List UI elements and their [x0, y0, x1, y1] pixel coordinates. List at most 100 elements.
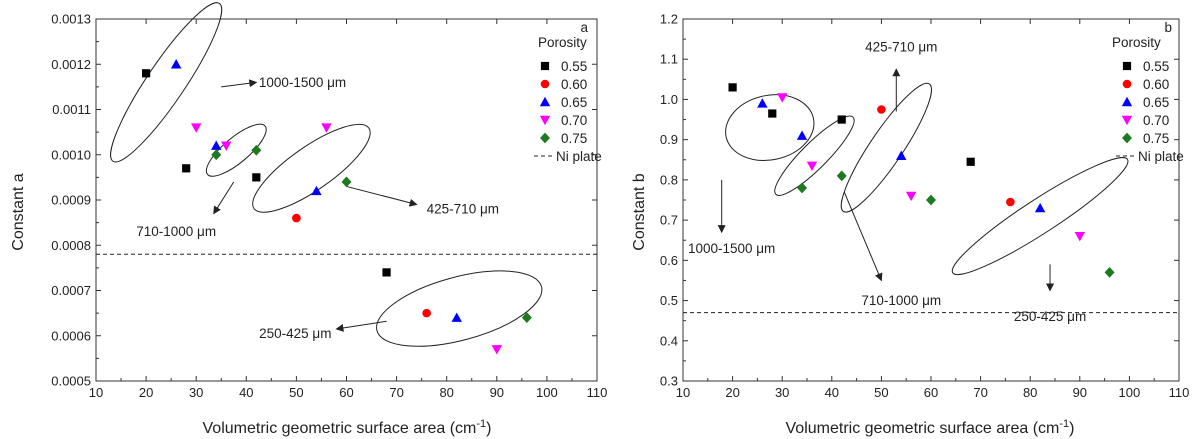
grain-size-group-ellipse — [252, 123, 371, 213]
annotation-arrow — [213, 181, 235, 215]
y-tick-label: 0.0009 — [51, 193, 91, 208]
y-tick-label: 0.0008 — [51, 238, 91, 253]
x-tick-label: 60 — [924, 385, 938, 400]
legend-label: 0.60 — [1143, 77, 1169, 92]
data-point-porosity-0-55 — [252, 173, 261, 182]
x-tick-label: 110 — [587, 385, 608, 400]
chart-panel-b: b Porosity Constant b Volumetric geometr… — [631, 12, 1189, 438]
data-point-porosity-0-55 — [966, 157, 975, 166]
grain-size-group-ellipse — [205, 123, 267, 177]
y-tick-label: 0.0012 — [51, 57, 91, 72]
y-tick-label: 0.7 — [660, 213, 678, 228]
data-point-porosity-0-70 — [321, 123, 332, 133]
legend-label: 0.70 — [1143, 113, 1169, 128]
data-point-porosity-0-70 — [806, 161, 818, 172]
y-tick-label: 0.4 — [660, 333, 678, 348]
panel-a-label: a — [580, 20, 588, 35]
x-tick-label: 90 — [490, 385, 504, 400]
grain-size-group-ellipse — [951, 157, 1129, 276]
data-point-porosity-0-60 — [877, 105, 886, 114]
legend-label: 0.65 — [1143, 95, 1169, 110]
data-point-porosity-0-65 — [451, 312, 462, 322]
data-point-porosity-0-70 — [905, 191, 917, 202]
annotation-label: 710-1000 μm — [136, 224, 216, 239]
x-tick-label: 80 — [1023, 385, 1037, 400]
x-tick-label: 10 — [89, 385, 103, 400]
annotation-label: 710-1000 μm — [861, 293, 941, 308]
data-point-porosity-0-55 — [142, 69, 151, 78]
x-tick-label: 100 — [1119, 385, 1141, 400]
annotation-arrow — [346, 185, 418, 207]
legend-marker — [1122, 61, 1132, 71]
x-tick-label: 110 — [1169, 385, 1190, 400]
y-tick-label: 0.0011 — [52, 102, 91, 117]
legend-marker — [1122, 79, 1132, 89]
annotation-arrow — [221, 79, 258, 88]
annotation-arrow — [843, 191, 883, 282]
x-tick-label: 100 — [536, 385, 558, 400]
y-tick-label: 0.0006 — [51, 328, 91, 343]
data-point-porosity-0-55 — [768, 109, 777, 118]
grain-size-group-ellipse — [774, 115, 855, 196]
x-tick-label: 40 — [825, 385, 839, 400]
grain-size-group-ellipse — [110, 2, 223, 163]
data-point-porosity-0-55 — [182, 164, 191, 173]
data-point-porosity-0-65 — [170, 59, 182, 69]
data-point-porosity-0-65 — [796, 130, 808, 140]
panel-a-x-axis-label: Volumetric geometric surface area (cm-1) — [203, 418, 492, 437]
y-tick-label: 0.0007 — [51, 283, 91, 298]
panel-a-legend-title: Porosity — [538, 35, 587, 50]
data-point-porosity-0-70 — [491, 345, 502, 355]
y-tick-label: 0.0010 — [51, 147, 91, 162]
x-tick-label: 50 — [874, 385, 888, 400]
legend-label: Ni plate — [556, 149, 602, 164]
panel-b-y-axis-label: Constant b — [631, 173, 648, 250]
data-point-porosity-0-65 — [211, 140, 222, 150]
annotation-label: 425-710 μm — [427, 202, 499, 217]
legend-label: 0.75 — [1143, 131, 1169, 146]
data-point-porosity-0-60 — [422, 308, 431, 318]
legend-marker — [540, 132, 550, 144]
chart-panel-a: a Porosity Constant a Volumetric geometr… — [10, 2, 608, 437]
annotation-label: 250-425 μm — [1014, 309, 1086, 324]
legend-marker — [540, 61, 550, 71]
annotation-label: 1000-1500 μm — [259, 75, 346, 90]
data-point-porosity-0-55 — [382, 268, 391, 277]
y-tick-label: 0.8 — [660, 172, 678, 187]
plot-frame — [95, 18, 598, 382]
panel-b-legend-title: Porosity — [1112, 35, 1161, 50]
data-point-porosity-0-70 — [221, 141, 232, 151]
panel-b-label: b — [1164, 20, 1172, 35]
data-point-porosity-0-60 — [1006, 197, 1015, 207]
legend-marker — [539, 96, 551, 107]
legend-label: 0.65 — [561, 95, 587, 110]
x-tick-label: 20 — [139, 385, 153, 400]
annotation-label: 425-710 μm — [865, 40, 937, 55]
x-tick-label: 90 — [1073, 385, 1087, 400]
y-tick-label: 1.2 — [660, 12, 678, 27]
x-tick-label: 80 — [439, 385, 453, 400]
data-point-porosity-0-65 — [896, 150, 907, 160]
legend-label: 0.55 — [561, 59, 587, 74]
legend-label: 0.60 — [561, 77, 587, 92]
y-tick-label: 0.0013 — [51, 12, 91, 27]
panel-b-x-axis-label: Volumetric geometric surface area (cm-1) — [786, 418, 1075, 437]
y-tick-label: 1.0 — [660, 92, 678, 107]
legend-marker — [539, 115, 551, 126]
legend-label: 0.75 — [561, 131, 587, 146]
y-tick-label: 0.0005 — [51, 374, 91, 389]
legend-marker — [1121, 115, 1133, 126]
legend-label: 0.55 — [1143, 59, 1169, 74]
data-point-porosity-0-70 — [191, 123, 202, 133]
data-point-porosity-0-55 — [837, 115, 846, 124]
data-point-porosity-0-70 — [1074, 232, 1085, 242]
x-tick-label: 60 — [339, 385, 353, 400]
data-point-porosity-0-75 — [1104, 267, 1115, 278]
data-point-porosity-0-75 — [341, 176, 352, 188]
annotation-label: 250-425 μm — [259, 326, 331, 341]
x-tick-label: 20 — [725, 385, 739, 400]
x-tick-label: 40 — [239, 385, 253, 400]
annotation-label: 1000-1500 μm — [688, 241, 775, 256]
y-tick-label: 0.6 — [660, 253, 678, 268]
x-tick-label: 10 — [676, 385, 690, 400]
